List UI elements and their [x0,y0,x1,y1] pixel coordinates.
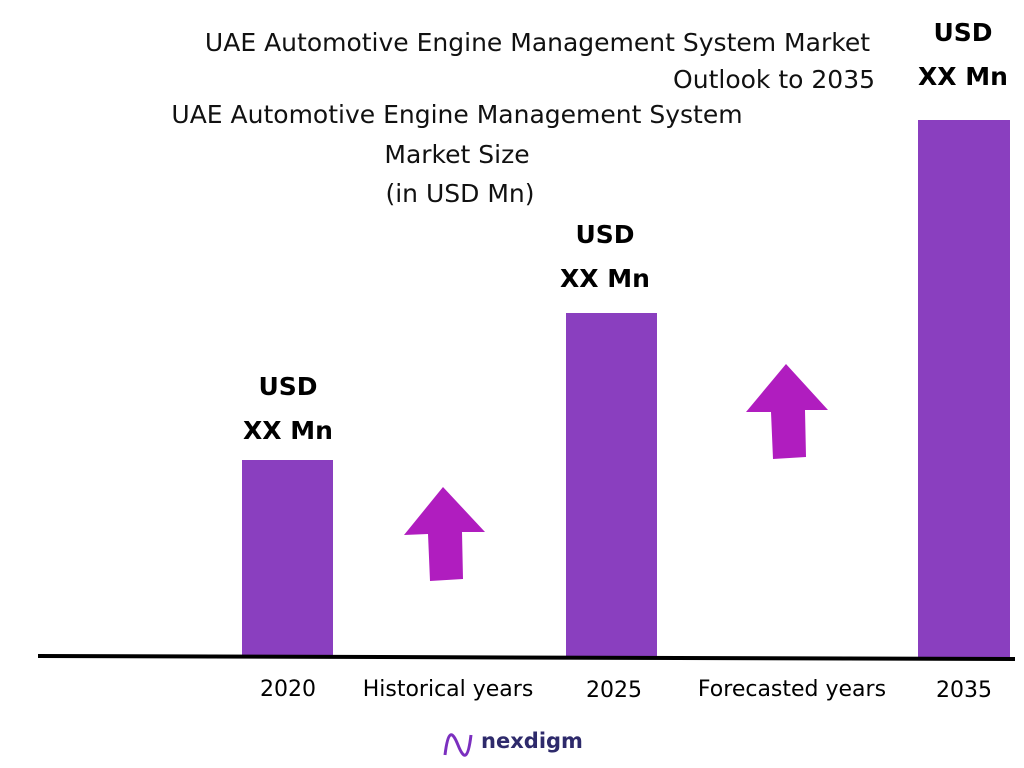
period-label: Forecasted years [698,677,886,702]
title-line: Outlook to 2035 [673,65,875,94]
period-label: Historical years [363,677,534,702]
bar [566,313,657,658]
subtitle-line: UAE Automotive Engine Management System [171,100,742,129]
value-label: USD [575,220,634,249]
bar [918,120,1010,658]
bar [242,460,333,658]
value-label: XX Mn [918,62,1008,91]
x-label: 2025 [586,678,642,703]
baseline [37,654,1016,661]
subtitle-line: Market Size [384,140,529,169]
value-label: USD [933,18,992,47]
arrow [404,487,485,581]
x-label: 2035 [936,678,992,703]
title-line: UAE Automotive Engine Management System … [205,28,870,57]
value-label: XX Mn [243,416,333,445]
value-label: XX Mn [560,264,650,293]
logo-text: nexdigm [481,729,583,753]
subtitle-line: (in USD Mn) [385,179,534,208]
value-label: USD [258,372,317,401]
arrow [746,364,828,459]
x-label: 2020 [260,677,316,702]
logo-icon [443,733,473,757]
